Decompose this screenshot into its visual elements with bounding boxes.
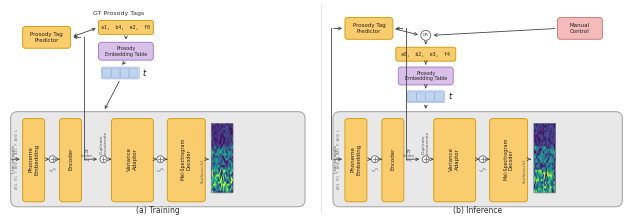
Circle shape (420, 30, 431, 40)
FancyBboxPatch shape (129, 68, 138, 78)
Circle shape (49, 156, 56, 163)
FancyBboxPatch shape (120, 68, 129, 78)
FancyBboxPatch shape (345, 18, 393, 39)
Text: I eat an apple: I eat an apple (12, 145, 15, 173)
Text: Mel-Spectrogram
Decoder: Mel-Spectrogram Decoder (503, 138, 514, 180)
Text: I eat an apple: I eat an apple (334, 145, 338, 173)
Text: Prosody Tag
Predictor: Prosody Tag Predictor (353, 23, 385, 34)
Text: a0,  b2,  e3,  f4: a0, b2, e3, f4 (401, 52, 450, 57)
FancyBboxPatch shape (99, 42, 154, 60)
FancyBboxPatch shape (22, 118, 45, 202)
FancyBboxPatch shape (396, 47, 456, 61)
Text: Manual
Control: Manual Control (570, 23, 590, 34)
FancyBboxPatch shape (490, 118, 527, 202)
FancyBboxPatch shape (557, 18, 602, 39)
FancyBboxPatch shape (435, 92, 444, 102)
FancyBboxPatch shape (417, 92, 425, 102)
FancyBboxPatch shape (22, 26, 70, 48)
Text: Prosody
Embedding Table: Prosody Embedding Table (105, 46, 147, 57)
Text: Duplicate
Concatenate: Duplicate Concatenate (99, 131, 108, 157)
Circle shape (100, 156, 107, 163)
Text: seq: seq (83, 158, 90, 162)
Text: Encoder: Encoder (68, 148, 73, 170)
Text: Encoder: Encoder (390, 148, 396, 170)
Text: FastSpeech2: FastSpeech2 (200, 159, 204, 183)
Text: a1,  b4,  e2,  f0: a1, b4, e2, f0 (102, 25, 150, 30)
Text: hidden: hidden (81, 154, 93, 158)
Text: seq: seq (406, 158, 412, 162)
Text: t: t (448, 92, 451, 101)
Text: hidden: hidden (403, 154, 415, 158)
FancyBboxPatch shape (60, 118, 81, 202)
FancyBboxPatch shape (102, 67, 140, 79)
FancyBboxPatch shape (11, 112, 305, 207)
Text: (b) Inference: (b) Inference (453, 206, 502, 215)
Text: Phoneme
Embedding: Phoneme Embedding (351, 144, 362, 175)
FancyBboxPatch shape (99, 21, 154, 34)
Text: t: t (143, 69, 146, 77)
FancyBboxPatch shape (434, 118, 476, 202)
Text: (a) Training: (a) Training (136, 206, 180, 215)
FancyBboxPatch shape (167, 118, 205, 202)
FancyBboxPatch shape (111, 118, 154, 202)
FancyBboxPatch shape (102, 68, 111, 78)
Text: GT Prosody Tags: GT Prosody Tags (93, 11, 144, 16)
Circle shape (422, 156, 429, 163)
Circle shape (157, 156, 164, 163)
FancyBboxPatch shape (111, 68, 120, 78)
Text: AY1  IY1  T  AH0  N  AE1  P  AH0  L: AY1 IY1 T AH0 N AE1 P AH0 L (337, 129, 341, 189)
Text: Mel-Spectrogram
Decoder: Mel-Spectrogram Decoder (181, 138, 192, 180)
Circle shape (479, 156, 486, 163)
FancyBboxPatch shape (407, 91, 445, 103)
Text: h: h (407, 149, 410, 154)
FancyBboxPatch shape (426, 92, 435, 102)
Text: Prosody
Embedding Table: Prosody Embedding Table (404, 71, 447, 81)
FancyBboxPatch shape (333, 112, 622, 207)
FancyBboxPatch shape (345, 118, 367, 202)
Text: h: h (85, 149, 88, 154)
Text: OR: OR (423, 33, 429, 37)
FancyBboxPatch shape (408, 92, 416, 102)
Text: FastSpeech2: FastSpeech2 (522, 159, 527, 183)
Text: Variance
Adaptor: Variance Adaptor (127, 147, 138, 171)
Circle shape (371, 156, 378, 163)
Text: Phoneme
Embedding: Phoneme Embedding (28, 144, 39, 175)
FancyBboxPatch shape (382, 118, 404, 202)
FancyBboxPatch shape (398, 67, 453, 85)
Text: Prosody Tag
Predictor: Prosody Tag Predictor (30, 32, 63, 43)
Text: AY1  IY1  T  AH0  N  AE1  P  AH0  L: AY1 IY1 T AH0 N AE1 P AH0 L (15, 129, 19, 189)
Text: Variance
Adaptor: Variance Adaptor (449, 147, 460, 171)
Text: Duplicate
Concatenate: Duplicate Concatenate (422, 131, 430, 157)
